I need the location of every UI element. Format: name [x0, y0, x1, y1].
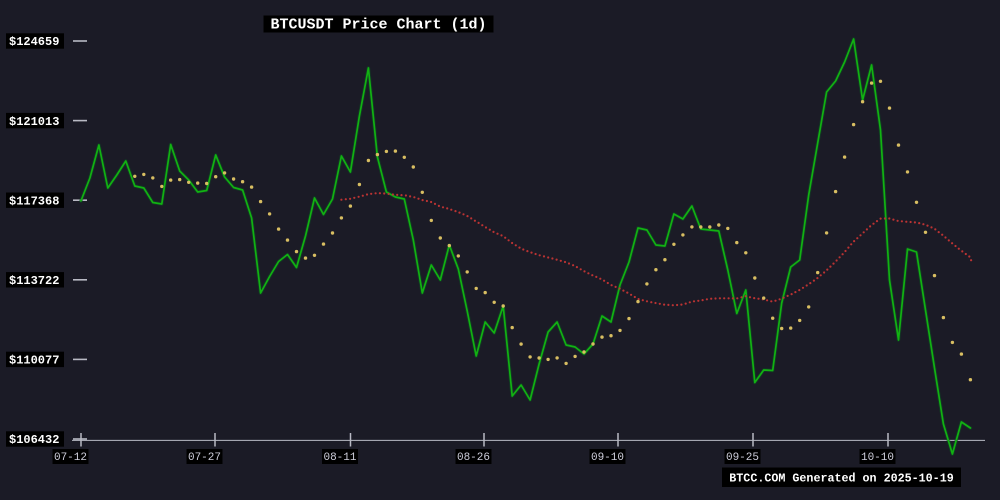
svg-text:07-12: 07-12 [54, 452, 87, 464]
svg-text:BTCC.COM Generated on 2025-10-: BTCC.COM Generated on 2025-10-19 [729, 472, 953, 486]
svg-text:$113722: $113722 [9, 274, 59, 288]
svg-text:$117368: $117368 [9, 194, 59, 208]
svg-text:09-10: 09-10 [591, 452, 624, 464]
svg-text:$110077: $110077 [9, 354, 59, 368]
svg-text:$124659: $124659 [9, 35, 59, 49]
svg-text:$121013: $121013 [9, 115, 59, 129]
svg-text:$106432: $106432 [9, 433, 59, 447]
svg-text:07-27: 07-27 [188, 452, 221, 464]
svg-text:08-26: 08-26 [457, 452, 490, 464]
svg-text:10-10: 10-10 [861, 452, 894, 464]
svg-text:BTCUSDT Price Chart (1d): BTCUSDT Price Chart (1d) [270, 17, 486, 34]
svg-text:09-25: 09-25 [726, 452, 759, 464]
svg-text:08-11: 08-11 [323, 452, 356, 464]
